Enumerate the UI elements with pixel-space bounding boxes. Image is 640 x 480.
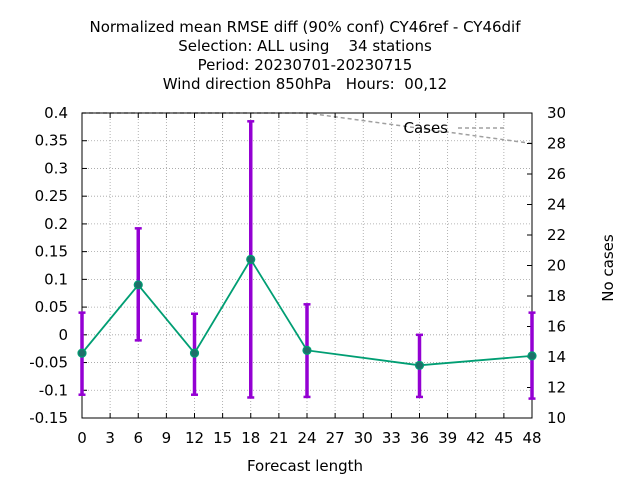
y-tick-label-2: -0.05 [29, 354, 68, 372]
title-line-2: Selection: ALL using 34 stations [178, 37, 432, 55]
x-tick-label-1: 3 [105, 429, 115, 447]
x-tick-label-2: 6 [133, 429, 143, 447]
y-tick-label-10: 0.35 [35, 132, 68, 150]
y2-tick-label-6: 22 [547, 226, 566, 244]
data-point-6 [527, 351, 537, 361]
y-tick-label-4: 0.05 [35, 298, 68, 316]
x-tick-label-7: 21 [269, 429, 288, 447]
x-tick-label-15: 45 [494, 429, 513, 447]
y2-tick-label-5: 20 [547, 257, 566, 275]
legend-label-cases: Cases [403, 119, 448, 137]
y-tick-label-0: -0.15 [29, 409, 68, 427]
y2-tick-label-10: 30 [547, 104, 566, 122]
legend: Cases [403, 119, 505, 137]
x-tick-label-4: 12 [185, 429, 204, 447]
title-line-4: Wind direction 850hPa Hours: 00,12 [163, 75, 447, 93]
y2-tick-label-8: 26 [547, 165, 566, 183]
y-tick-label-8: 0.25 [35, 187, 68, 205]
data-point-2 [189, 348, 200, 358]
title-line-3: Period: 20230701-20230715 [198, 56, 413, 74]
x-tick-label-10: 30 [354, 429, 373, 447]
x-tick-label-6: 18 [241, 429, 260, 447]
title-line-1: Normalized mean RMSE diff (90% conf) CY4… [89, 18, 521, 36]
data-points [77, 254, 537, 370]
error-bars [78, 120, 536, 400]
x-tick-label-11: 33 [382, 429, 401, 447]
x-tick-label-5: 15 [213, 429, 232, 447]
axis-ticks [81, 112, 533, 419]
y2-tick-label-9: 28 [547, 135, 566, 153]
data-point-4 [302, 345, 312, 355]
y-tick-label-5: 0.1 [44, 270, 68, 288]
x-tick-label-8: 24 [297, 429, 316, 447]
y-tick-label-7: 0.2 [44, 215, 68, 233]
data-point-3 [246, 254, 256, 264]
y2-axis-label: No cases [599, 234, 617, 302]
x-axis-label: Forecast length [247, 457, 363, 475]
y2-tick-label-1: 12 [547, 379, 566, 397]
data-point-5 [414, 360, 425, 370]
x-tick-label-14: 42 [466, 429, 485, 447]
y-tick-label-6: 0.15 [35, 243, 68, 261]
x-tick-labels: 0 3 6 9 12 15 18 21 24 27 30 33 36 39 42 45 48 [77, 429, 541, 447]
x-tick-label-0: 0 [77, 429, 87, 447]
y-tick-label-11: 0.4 [44, 104, 68, 122]
x-tick-label-13: 39 [438, 429, 457, 447]
y-tick-label-3: 0 [58, 326, 68, 344]
y2-tick-label-0: 10 [547, 409, 566, 427]
x-tick-label-12: 36 [410, 429, 429, 447]
y-tick-labels: -0.15 -0.1 -0.05 0 0.05 0.1 0.15 0.2 0.25 0.3 0.35… [29, 104, 68, 427]
data-point-0 [77, 348, 87, 358]
y2-tick-label-3: 16 [547, 318, 566, 336]
y-tick-label-1: -0.1 [39, 381, 68, 399]
data-point-1 [133, 280, 143, 290]
y2-tick-label-4: 18 [547, 287, 566, 305]
y2-tick-labels: 10 12 14 16 18 20 22 24 26 28 30 [547, 104, 566, 427]
y-tick-label-9: 0.3 [44, 159, 68, 177]
x-tick-label-16: 48 [522, 429, 541, 447]
y2-tick-label-2: 14 [547, 348, 566, 366]
x-tick-label-3: 9 [162, 429, 172, 447]
x-tick-label-9: 27 [326, 429, 345, 447]
y2-tick-label-7: 24 [547, 196, 566, 214]
chart-title: Normalized mean RMSE diff (90% conf) CY4… [89, 18, 521, 93]
